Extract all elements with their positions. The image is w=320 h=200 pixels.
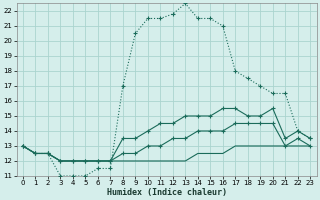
X-axis label: Humidex (Indice chaleur): Humidex (Indice chaleur) bbox=[107, 188, 227, 197]
